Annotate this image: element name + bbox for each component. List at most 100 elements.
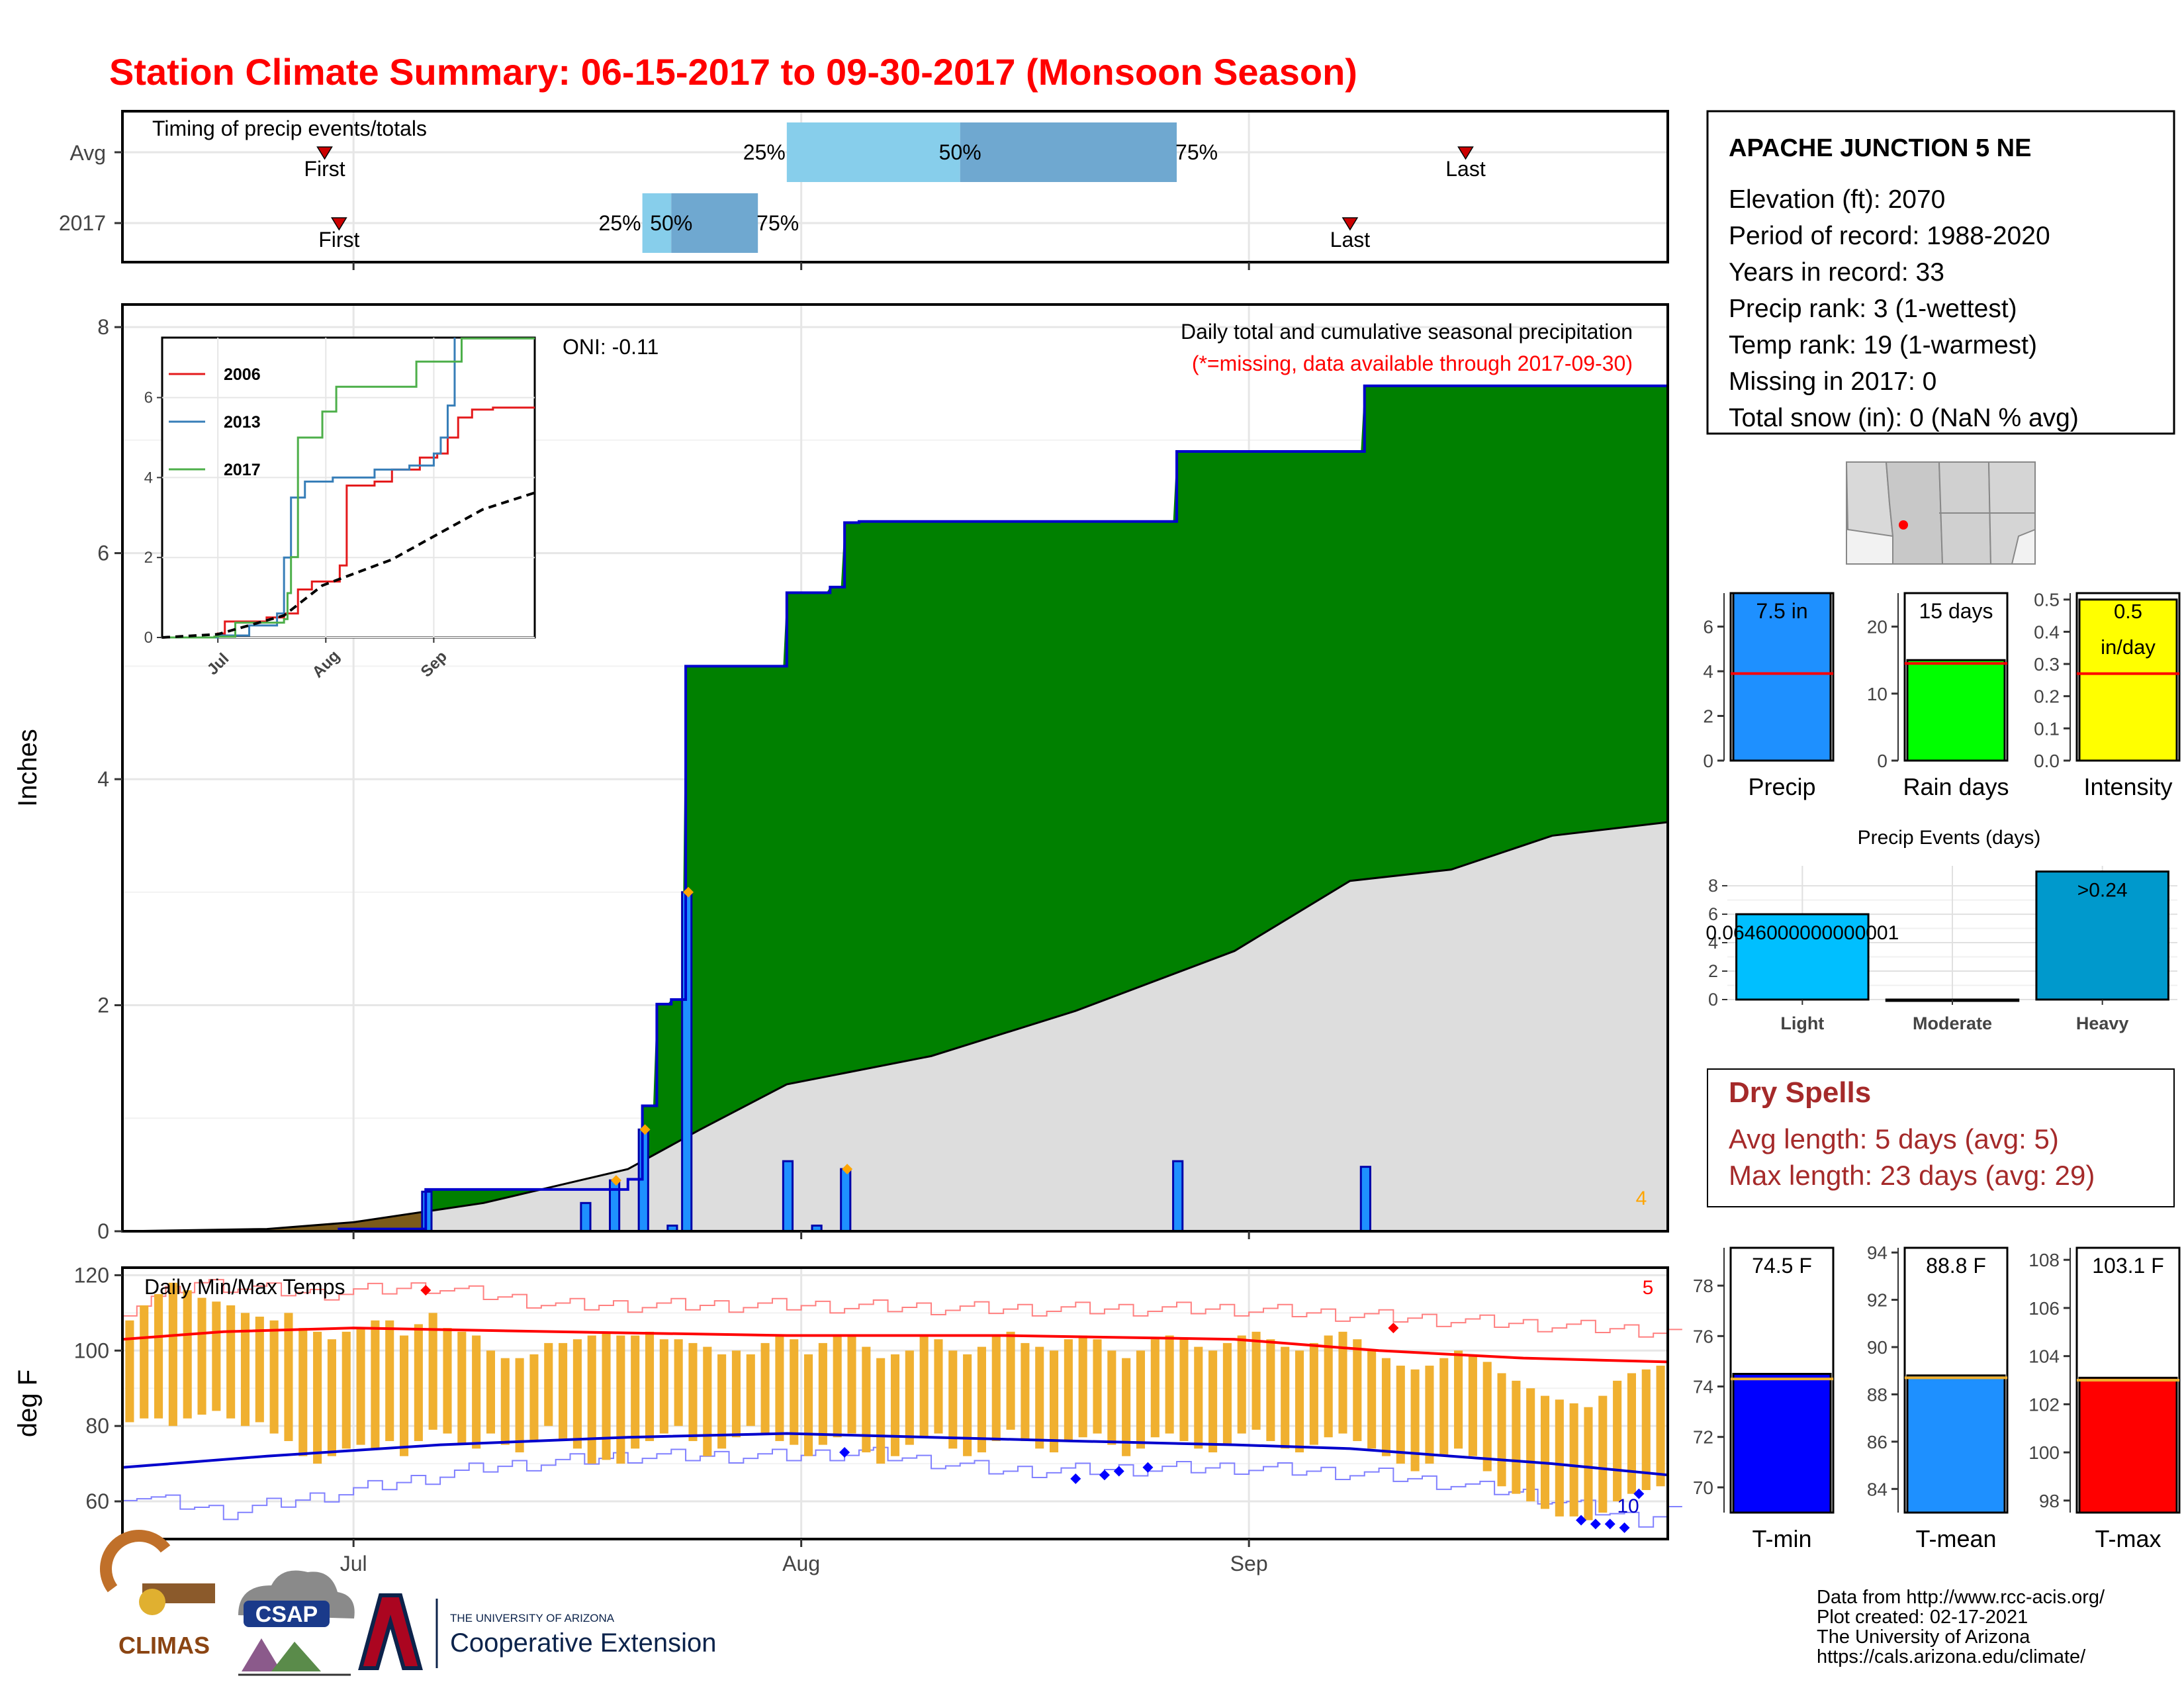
daily-temp-range-bar — [1237, 1335, 1246, 1434]
daily-temp-range-bar — [1006, 1331, 1015, 1430]
summary-bar — [1732, 1372, 1832, 1514]
summary-category-label: T-min — [1752, 1525, 1812, 1552]
station-line: Years in record: 33 — [1729, 258, 1944, 287]
daily-temp-range-bar — [991, 1335, 1001, 1441]
daily-temp-range-bar — [876, 1358, 886, 1464]
timing-p25-label: 25% — [599, 211, 641, 235]
summary-precip-chart: 0 2 4 6 7.5 in Precip — [1703, 592, 1835, 800]
daily-temp-range-bar — [1367, 1350, 1377, 1449]
daily-temp-range-bar — [1338, 1331, 1347, 1434]
daily-temp-range-bar — [1222, 1342, 1232, 1445]
station-line: Period of record: 1988-2020 — [1729, 222, 2050, 250]
daily-temp-range-bar — [905, 1350, 914, 1445]
daily-precip-bar — [840, 1168, 852, 1233]
summary-y-tick-label: 0.1 — [2034, 718, 2060, 739]
daily-temp-range-bar — [833, 1335, 842, 1438]
record-max-marker — [1388, 1323, 1399, 1334]
timing-first-label: First — [318, 228, 359, 252]
precip-corner-label: 4 — [1636, 1188, 1647, 1209]
summary-y-tick-label: 20 — [1867, 617, 1888, 637]
daily-temp-range-bar — [284, 1313, 293, 1441]
timing-last-marker — [1342, 217, 1359, 231]
daily-temp-range-bar — [1497, 1373, 1506, 1487]
daily-temp-range-bar — [327, 1339, 336, 1456]
daily-temp-range-bar — [1410, 1369, 1420, 1472]
csap-logo-text: CSAP — [255, 1602, 318, 1627]
record-min-marker — [1113, 1466, 1124, 1477]
station-location-marker — [1899, 520, 1908, 530]
inset-legend-label: 2013 — [224, 413, 261, 432]
summary-y-tick-label: 106 — [2028, 1298, 2060, 1319]
daily-temp-range-bar — [1468, 1354, 1477, 1456]
daily-temp-range-bar — [1251, 1331, 1261, 1430]
daily-temp-range-bar — [659, 1339, 668, 1434]
daily-temp-range-bar — [977, 1346, 986, 1453]
inset-series-average — [161, 491, 535, 639]
summary-t-max-chart: 98 100 102 104 106 108 103.1 F T-max — [2028, 1246, 2181, 1552]
timing-panel: Timing of precip events/totals Avg 2017 … — [59, 110, 1669, 270]
daily-temp-range-bar — [587, 1335, 596, 1464]
daily-temp-range-bar — [1439, 1358, 1449, 1456]
temp-y-tick-label: 60 — [85, 1489, 109, 1513]
summary-value-label: 0.5 — [2114, 600, 2142, 623]
daily-temp-range-bar — [1208, 1350, 1218, 1453]
summary-y-tick-label: 94 — [1867, 1243, 1888, 1263]
summary-category-label: Rain days — [1903, 773, 2009, 800]
daily-temp-range-bar — [1381, 1358, 1391, 1456]
daily-temp-range-bar — [1584, 1407, 1593, 1521]
record-min-marker — [1619, 1522, 1630, 1533]
summary-y-tick-label: 0.3 — [2034, 654, 2060, 675]
summary-category-label: Precip — [1748, 773, 1815, 800]
timing-first-marker — [330, 217, 347, 231]
summary-y-tick-label: 0.2 — [2034, 686, 2060, 707]
temp-x-tick-label: Jul — [340, 1552, 367, 1575]
daily-temp-range-bar — [616, 1335, 625, 1464]
daily-temp-range-bar — [963, 1354, 972, 1456]
events-y-tick-label: 2 — [1708, 961, 1718, 981]
record-min-marker — [1142, 1462, 1154, 1473]
station-line: Elevation (ft): 2070 — [1729, 185, 1945, 214]
summary-rain-days-chart: 0 10 20 15 days Rain days — [1867, 592, 2009, 800]
daily-temp-range-bar — [602, 1331, 611, 1460]
events-y-tick-label: 8 — [1708, 876, 1718, 896]
summary-y-tick-label: 6 — [1703, 617, 1713, 637]
ua-logo-small: THE UNIVERSITY OF ARIZONA — [450, 1612, 615, 1624]
record-max-marker — [420, 1285, 432, 1296]
record-min-marker — [1099, 1470, 1110, 1481]
daily-temp-range-bar — [255, 1317, 264, 1423]
avg-tmax-line — [122, 1327, 1668, 1364]
daily-temp-range-bar — [197, 1297, 206, 1415]
daily-temp-range-bar — [847, 1335, 856, 1434]
daily-temp-range-bar — [1078, 1335, 1087, 1438]
precip-chart-title: Daily total and cumulative seasonal prec… — [1181, 320, 1633, 344]
events-value-label: >0.24 — [2077, 880, 2128, 902]
inset-series-2013 — [162, 338, 456, 639]
precip-marker — [610, 1175, 621, 1186]
timing-p50-label: 50% — [650, 211, 692, 235]
record-tmax-line — [122, 1279, 1682, 1338]
precip-chart-subtitle: (*=missing, data available through 2017-… — [1192, 352, 1633, 375]
summary-y-tick-label: 10 — [1867, 684, 1888, 704]
daily-temp-range-bar — [1569, 1403, 1578, 1517]
daily-temp-range-bar — [544, 1342, 553, 1427]
summary-value-label: 74.5 F — [1752, 1254, 1812, 1278]
inset-y-tick-label: 2 — [144, 549, 153, 567]
daily-temp-range-bar — [1165, 1335, 1174, 1434]
record-min-marker — [1576, 1515, 1587, 1526]
daily-temp-range-bar — [818, 1342, 827, 1445]
credit-line: Data from http://www.rcc-acis.org/ — [1817, 1587, 2105, 1608]
daily-temp-range-bar — [1353, 1339, 1362, 1441]
daily-temp-range-bar — [1454, 1350, 1463, 1449]
precip-marker — [683, 886, 694, 898]
daily-temp-range-bar — [457, 1331, 467, 1445]
daily-temp-range-bar — [1526, 1388, 1535, 1502]
daily-temp-range-bar — [862, 1346, 871, 1453]
temp-x-tick-label: Sep — [1230, 1552, 1268, 1575]
summary-y-tick-label: 98 — [2039, 1491, 2060, 1511]
daily-temp-range-bar — [226, 1305, 236, 1419]
station-name: APACHE JUNCTION 5 NE — [1729, 134, 2031, 162]
daily-temp-range-bar — [1107, 1350, 1116, 1445]
daily-temp-range-bar — [240, 1313, 250, 1427]
daily-temp-range-bar — [1656, 1366, 1665, 1487]
